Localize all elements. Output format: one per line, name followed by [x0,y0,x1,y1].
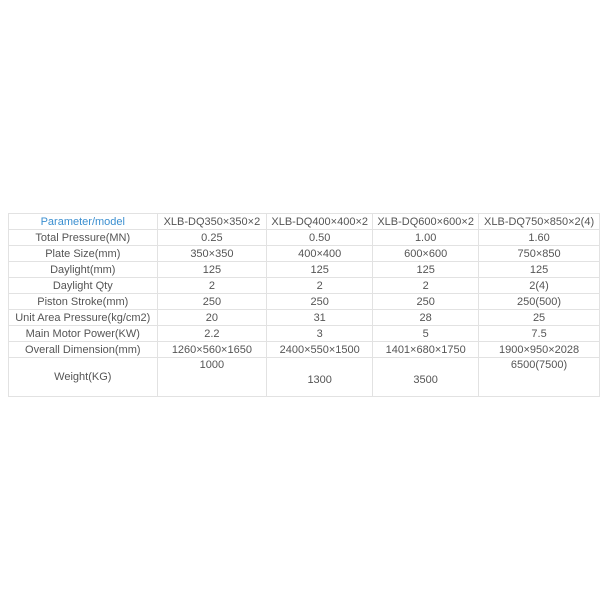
table-cell: 7.5 [478,325,600,342]
table-row: Overall Dimension(mm) 1260×560×1650 2400×5… [8,341,600,358]
table-cell: 250(500) [478,293,600,310]
row-label: Piston Stroke(mm) [8,293,158,310]
table-row: Piston Stroke(mm) 250 250 250 250(500) [8,293,600,310]
row-label: Total Pressure(MN) [8,229,158,246]
row-label: Daylight(mm) [8,261,158,278]
table-cell: 28 [372,309,480,326]
spec-table: Parameter/model XLB-DQ350×350×2 XLB-DQ400×… [8,213,600,397]
table-cell: 250 [372,293,480,310]
table-row: Parameter/model XLB-DQ350×350×2 XLB-DQ400×… [8,213,600,230]
table-row: Total Pressure(MN) 0.25 0.50 1.00 1.60 [8,229,600,246]
table-cell: XLB-DQ750×850×2(4) [478,213,600,230]
table-cell: 1.60 [478,229,600,246]
table-cell: 750×850 [478,245,600,262]
table-cell: 1900×950×2028 [478,341,600,358]
table-row: Main Motor Power(KW) 2.2 3 5 7.5 [8,325,600,342]
table-row: Weight(KG) 1000 1300 3500 6500(7500) [8,357,600,397]
table-cell: 25 [478,309,600,326]
table-cell: XLB-DQ350×350×2 [156,213,268,230]
table-cell: 2 [156,277,268,294]
table-cell: 125 [372,261,480,278]
table-cell: 125 [156,261,268,278]
table-cell: 2.2 [156,325,268,342]
row-label: Daylight Qty [8,277,158,294]
table-cell: 125 [478,261,600,278]
table-cell: 31 [266,309,374,326]
spec-table-wrap: Parameter/model XLB-DQ350×350×2 XLB-DQ400×… [8,213,600,397]
table-cell: 400×400 [266,245,374,262]
table-cell: 2(4) [478,277,600,294]
table-cell: 1.00 [372,229,480,246]
table-cell: 350×350 [156,245,268,262]
table-cell: 6500(7500) [478,357,600,397]
table-cell: XLB-DQ400×400×2 [266,213,374,230]
table-cell: 2400×550×1500 [266,341,374,358]
table-cell: 1260×560×1650 [156,341,268,358]
row-label: Plate Size(mm) [8,245,158,262]
table-cell: 3500 [372,357,480,397]
table-cell: 2 [372,277,480,294]
table-cell: 250 [156,293,268,310]
row-label: Parameter/model [8,213,158,230]
table-cell: 125 [266,261,374,278]
table-row: Unit Area Pressure(kg/cm2) 20 31 28 25 [8,309,600,326]
table-cell: 20 [156,309,268,326]
table-cell: 0.50 [266,229,374,246]
row-label: Unit Area Pressure(kg/cm2) [8,309,158,326]
table-cell: 250 [266,293,374,310]
table-row: Plate Size(mm) 350×350 400×400 600×600 750×8… [8,245,600,262]
table-row: Daylight(mm) 125 125 125 125 [8,261,600,278]
table-cell: XLB-DQ600×600×2 [372,213,480,230]
table-cell: 3 [266,325,374,342]
table-cell: 600×600 [372,245,480,262]
table-cell: 0.25 [156,229,268,246]
table-cell: 1300 [266,357,374,397]
table-cell: 1000 [156,357,268,397]
row-label: Overall Dimension(mm) [8,341,158,358]
table-cell: 5 [372,325,480,342]
table-cell: 2 [266,277,374,294]
row-label: Weight(KG) [8,357,158,397]
row-label: Main Motor Power(KW) [8,325,158,342]
table-row: Daylight Qty 2 2 2 2(4) [8,277,600,294]
table-cell: 1401×680×1750 [372,341,480,358]
